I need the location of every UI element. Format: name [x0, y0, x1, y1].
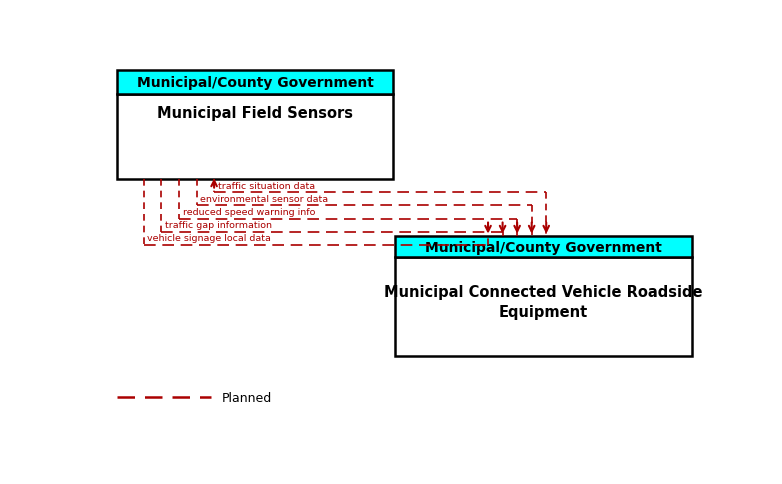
Text: traffic gap information: traffic gap information: [165, 221, 272, 229]
Text: vehicle signage local data: vehicle signage local data: [148, 234, 271, 242]
Text: Planned: Planned: [222, 391, 272, 404]
Text: reduced speed warning info: reduced speed warning info: [183, 208, 315, 216]
Text: Municipal/County Government: Municipal/County Government: [137, 76, 374, 90]
Text: environmental sensor data: environmental sensor data: [200, 195, 328, 203]
Bar: [117, 71, 393, 95]
Text: Municipal Field Sensors: Municipal Field Sensors: [157, 106, 353, 121]
Bar: [117, 95, 393, 179]
Text: Municipal Connected Vehicle Roadside
Equipment: Municipal Connected Vehicle Roadside Equ…: [384, 285, 702, 319]
Bar: [395, 237, 692, 258]
Text: Municipal/County Government: Municipal/County Government: [425, 241, 662, 255]
Text: traffic situation data: traffic situation data: [217, 182, 315, 190]
Bar: [395, 258, 692, 356]
